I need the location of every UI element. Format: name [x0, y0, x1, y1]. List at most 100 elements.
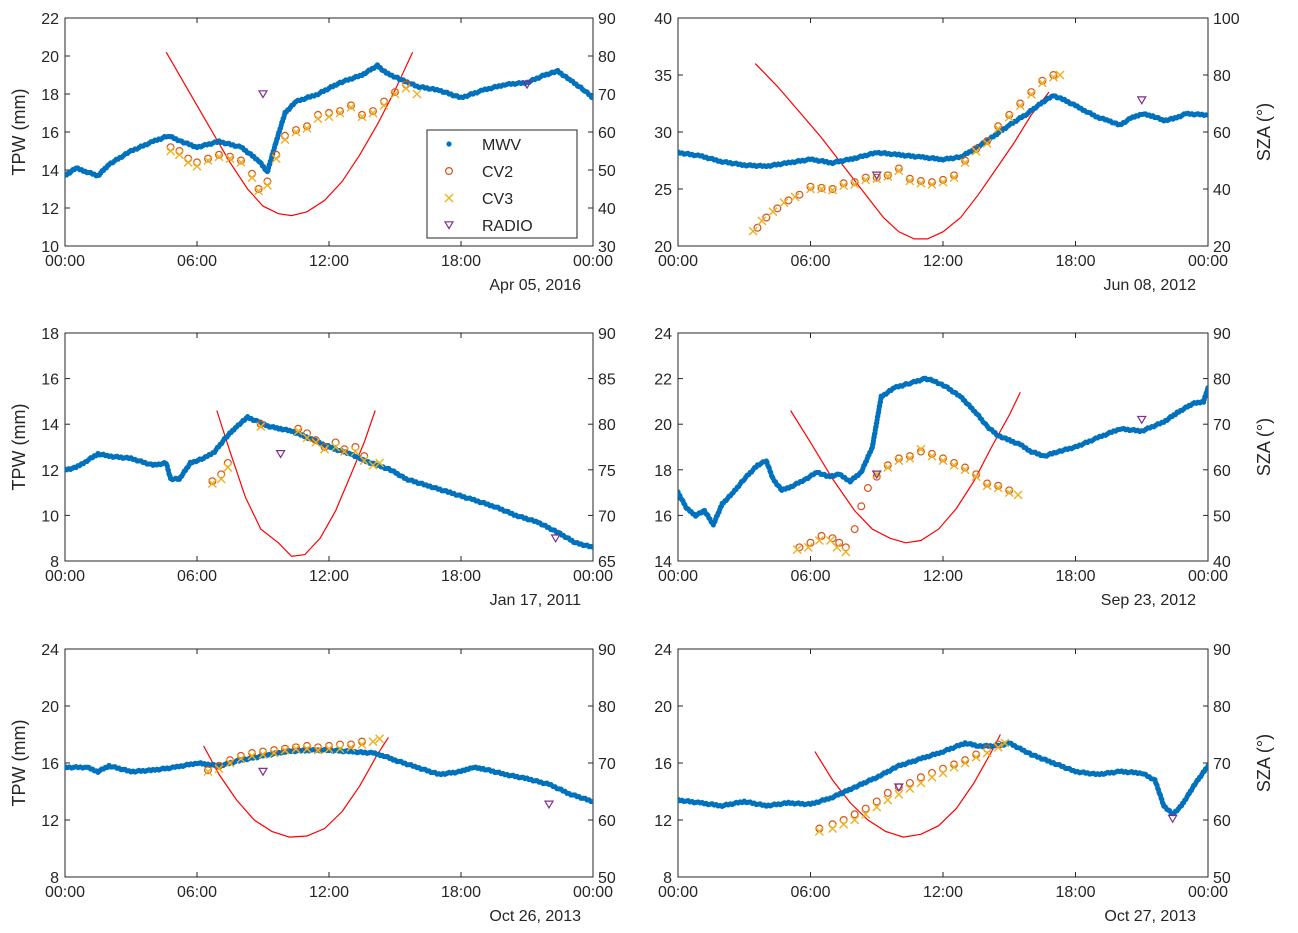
cv2-point	[983, 479, 992, 488]
radio-point	[543, 800, 555, 810]
x-tick-label: 18:00	[441, 884, 481, 901]
cv2-point	[916, 773, 925, 782]
legend-marker-cv3	[444, 193, 454, 203]
y2-tick-label: 70	[1213, 756, 1231, 773]
cv3-point	[841, 547, 851, 557]
x-tick-label: 12:00	[309, 253, 349, 270]
cv3-point	[331, 442, 341, 452]
radio-series	[257, 767, 555, 810]
x-tick-label: 18:00	[1055, 253, 1095, 270]
y2-tick-label: 80	[598, 417, 616, 434]
y2-tick-label: 100	[1213, 11, 1240, 28]
cv2-point	[215, 150, 224, 159]
cv3-point	[192, 161, 202, 171]
cv3-point	[324, 744, 334, 754]
y-tick-label: 25	[654, 182, 672, 199]
cv3-point	[806, 184, 815, 194]
y2-tick-label: 60	[598, 813, 616, 830]
x-tick-label: 06:00	[177, 253, 217, 270]
cv3-point	[368, 737, 378, 747]
cv3-point	[748, 226, 758, 236]
cv2-point	[806, 182, 815, 191]
cv2-point	[828, 534, 837, 543]
cv3-point	[339, 447, 349, 457]
y2-tick-label: 60	[1213, 813, 1231, 830]
cv2-point	[391, 88, 400, 97]
cv2-point	[905, 778, 914, 787]
sza-line	[216, 410, 376, 558]
y2-tick-label: 90	[598, 326, 616, 343]
sza-line	[814, 734, 1001, 838]
cv2-point	[1005, 486, 1014, 495]
cv3-point	[207, 478, 217, 488]
radio-point	[257, 90, 269, 99]
cv2-point	[762, 213, 771, 222]
cv3-point	[1004, 112, 1014, 122]
y2-tick-label: 80	[598, 699, 616, 716]
y-tick-label: 14	[41, 163, 59, 180]
subplot-3: 00:00 06:00 12:00 18:00 00:00810121416186570…	[9, 326, 616, 609]
y2-tick-label: 60	[598, 125, 616, 142]
series-layer	[678, 63, 1208, 240]
cv2-point	[905, 452, 914, 461]
cv3-point	[311, 437, 321, 447]
cv2-point	[208, 477, 217, 486]
cv3-point	[993, 742, 1003, 752]
cv3-point	[302, 433, 312, 443]
cv2-point	[927, 178, 936, 187]
radio-point	[893, 783, 904, 793]
cv2-point	[223, 458, 232, 467]
legend-marker-mwv	[446, 141, 452, 147]
plot-area	[64, 648, 594, 878]
y2-tick-label: 70	[598, 87, 616, 104]
radio-series	[893, 783, 1178, 824]
cv3-point	[790, 192, 800, 202]
subplot-4: 00:00 06:00 12:00 18:00 00:00141618202224405…	[654, 326, 1274, 609]
cv3-point	[768, 207, 778, 217]
cv3-point	[872, 802, 882, 812]
y-tick-label: 20	[654, 699, 672, 716]
radio-point	[1136, 96, 1147, 105]
cv3-point	[825, 535, 835, 545]
x-tick-label: 12:00	[309, 568, 349, 585]
cv3-series	[203, 734, 385, 777]
cv3-point	[817, 184, 827, 194]
cv2-point	[303, 122, 312, 131]
cv3-point	[1004, 488, 1014, 498]
y2-tick-label: 85	[598, 372, 616, 389]
cv3-point	[905, 176, 915, 186]
x-tick-label: 18:00	[441, 568, 481, 585]
cv2-point	[773, 204, 782, 213]
cv3-point	[828, 185, 838, 195]
cv3-point	[335, 108, 345, 118]
cv3-point	[368, 108, 378, 118]
cv3-point	[861, 175, 871, 185]
x-tick-label: 12:00	[923, 884, 963, 901]
radio-point	[1136, 415, 1147, 425]
cv3-point	[1055, 70, 1065, 80]
cv3-point	[993, 483, 1003, 493]
cv2-point	[894, 454, 903, 463]
y-tick-label: 12	[654, 813, 672, 830]
cv2-point	[828, 185, 837, 194]
cv3-point	[839, 819, 849, 829]
cv2-point	[292, 126, 301, 135]
cv3-point	[1000, 738, 1010, 748]
x-tick-label: 00:00	[45, 568, 85, 585]
y-tick-label: 22	[654, 372, 672, 389]
cv2-point	[861, 173, 870, 182]
series-layer	[678, 734, 1208, 838]
cv2-point	[850, 178, 859, 187]
cv3-point	[894, 166, 904, 176]
cv2-point	[336, 107, 345, 116]
cv3-point	[949, 460, 959, 470]
y2-tick-label: 30	[598, 239, 616, 256]
cv3-point	[223, 463, 233, 473]
x-tick-label: 00:00	[1188, 253, 1228, 270]
y-axis-label: TPW (mm)	[9, 404, 29, 491]
cv3-point	[993, 124, 1003, 134]
y-tick-label: 18	[41, 326, 59, 343]
x-tick-label: 18:00	[441, 253, 481, 270]
cv2-point	[347, 101, 356, 110]
cv3-point	[916, 444, 926, 454]
